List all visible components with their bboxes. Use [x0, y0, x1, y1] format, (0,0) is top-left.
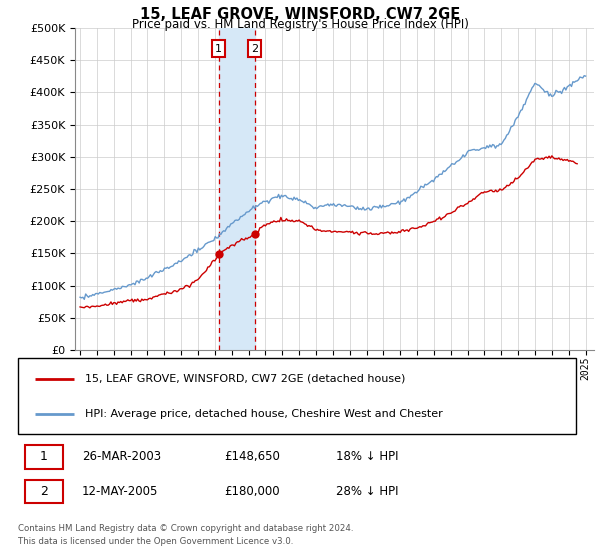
- FancyBboxPatch shape: [25, 445, 62, 469]
- Text: Price paid vs. HM Land Registry's House Price Index (HPI): Price paid vs. HM Land Registry's House …: [131, 18, 469, 31]
- Text: 18% ↓ HPI: 18% ↓ HPI: [336, 450, 398, 463]
- Text: This data is licensed under the Open Government Licence v3.0.: This data is licensed under the Open Gov…: [18, 537, 293, 546]
- Text: 28% ↓ HPI: 28% ↓ HPI: [336, 485, 398, 498]
- Text: 2: 2: [251, 44, 258, 54]
- Text: HPI: Average price, detached house, Cheshire West and Chester: HPI: Average price, detached house, Ches…: [85, 409, 443, 418]
- FancyBboxPatch shape: [18, 358, 576, 434]
- Text: 2: 2: [40, 485, 47, 498]
- Text: Contains HM Land Registry data © Crown copyright and database right 2024.: Contains HM Land Registry data © Crown c…: [18, 524, 353, 533]
- Text: £148,650: £148,650: [224, 450, 280, 463]
- Text: 15, LEAF GROVE, WINSFORD, CW7 2GE: 15, LEAF GROVE, WINSFORD, CW7 2GE: [140, 7, 460, 22]
- Text: 1: 1: [215, 44, 222, 54]
- Text: £180,000: £180,000: [224, 485, 280, 498]
- FancyBboxPatch shape: [25, 479, 62, 503]
- Text: 1: 1: [40, 450, 47, 463]
- Text: 26-MAR-2003: 26-MAR-2003: [82, 450, 161, 463]
- Bar: [219, 28, 254, 350]
- Text: 15, LEAF GROVE, WINSFORD, CW7 2GE (detached house): 15, LEAF GROVE, WINSFORD, CW7 2GE (detac…: [85, 374, 406, 384]
- Text: 12-MAY-2005: 12-MAY-2005: [82, 485, 158, 498]
